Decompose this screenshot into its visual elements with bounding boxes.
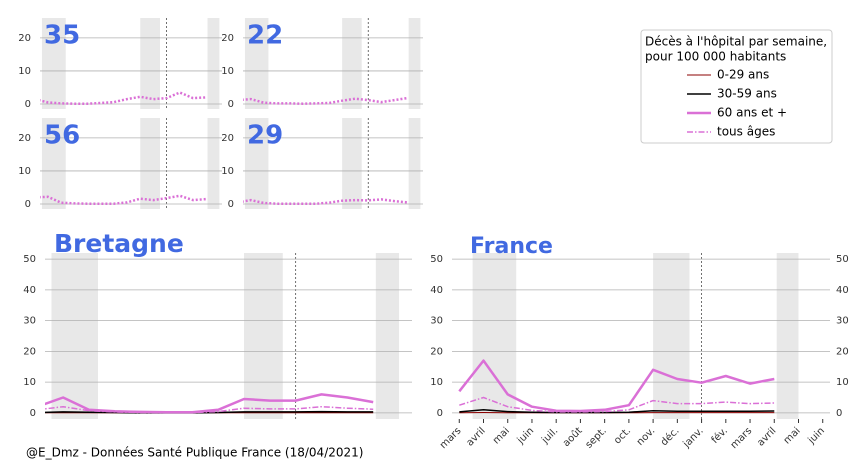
y-tick-label: 10 xyxy=(221,66,234,77)
y-tick-label: 10 xyxy=(18,166,31,177)
y-tick-label: 20 xyxy=(18,33,31,44)
lockdown-shade xyxy=(375,253,400,419)
panel-title: 35 xyxy=(44,21,80,51)
y-tick-label: 20 xyxy=(836,346,849,357)
x-tick-label: déc. xyxy=(658,425,681,448)
data-line xyxy=(45,405,374,414)
x-tick-label: oct. xyxy=(612,425,633,446)
lockdown-shade xyxy=(140,18,161,109)
y-tick-label: 0 xyxy=(25,99,31,110)
y-tick-label: 0 xyxy=(228,99,234,110)
lockdown-shade xyxy=(472,253,517,419)
y-tick-label: 30 xyxy=(430,316,443,327)
legend-label: 60 ans et + xyxy=(717,106,787,120)
x-tick-label: janv. xyxy=(681,425,706,450)
data-line xyxy=(459,396,775,413)
x-tick-label: juin xyxy=(806,425,827,446)
panel-title: 29 xyxy=(247,121,283,151)
lockdown-shade xyxy=(408,18,421,109)
y-tick-label: 10 xyxy=(836,377,849,388)
x-tick-label: nov. xyxy=(635,425,657,447)
y-tick-label: 20 xyxy=(23,346,36,357)
legend-title: pour 100 000 habitants xyxy=(645,50,786,64)
x-tick-label: juin xyxy=(515,425,536,446)
lockdown-shade xyxy=(207,18,220,109)
legend-label: tous âges xyxy=(717,125,775,139)
y-tick-label: 40 xyxy=(430,285,443,296)
data-line xyxy=(243,96,408,105)
y-tick-label: 10 xyxy=(430,377,443,388)
y-tick-label: 0 xyxy=(30,408,36,419)
legend-title: Décès à l'hôpital par semaine, xyxy=(645,35,827,49)
x-tick-label: avril xyxy=(465,425,488,448)
data-line xyxy=(243,198,408,205)
x-tick-label: juil. xyxy=(539,425,560,446)
y-tick-label: 0 xyxy=(836,408,842,419)
legend-box xyxy=(640,29,833,144)
panel-title: France xyxy=(470,234,553,259)
lockdown-shade xyxy=(244,253,283,419)
x-tick-label: fév. xyxy=(709,425,730,446)
lockdown-shade xyxy=(51,253,98,419)
y-tick-label: 50 xyxy=(430,254,443,265)
y-tick-label: 0 xyxy=(437,408,443,419)
panel-title: 22 xyxy=(247,21,283,51)
panel-title: 56 xyxy=(44,121,80,151)
footer: @E_Dmz - Données Santé Publique France (… xyxy=(26,446,363,460)
y-tick-label: 0 xyxy=(228,199,234,210)
lockdown-shade xyxy=(140,118,161,209)
legend-label: 30-59 ans xyxy=(717,87,777,101)
y-tick-label: 20 xyxy=(430,346,443,357)
x-tick-label: avril xyxy=(755,425,778,448)
data-line xyxy=(45,393,374,414)
x-tick-label: mai xyxy=(782,425,803,446)
y-tick-label: 50 xyxy=(23,254,36,265)
panel-title: Bretagne xyxy=(54,229,184,258)
legend-label: 0-29 ans xyxy=(717,68,769,82)
data-line xyxy=(45,410,374,414)
y-tick-label: 40 xyxy=(836,285,849,296)
lockdown-shade xyxy=(653,253,690,419)
y-tick-label: 20 xyxy=(221,33,234,44)
y-tick-label: 50 xyxy=(836,254,849,265)
y-tick-label: 10 xyxy=(23,377,36,388)
data-line xyxy=(459,409,775,414)
data-line xyxy=(458,359,775,413)
y-tick-label: 0 xyxy=(25,199,31,210)
lockdown-shade xyxy=(41,18,66,109)
y-tick-label: 20 xyxy=(18,133,31,144)
y-tick-label: 10 xyxy=(221,166,234,177)
lockdown-shade xyxy=(408,118,421,209)
lockdown-shade xyxy=(244,118,269,209)
data-line xyxy=(40,194,207,205)
lockdown-shade xyxy=(207,118,220,209)
y-tick-label: 30 xyxy=(23,316,36,327)
lockdown-shade xyxy=(776,253,799,419)
y-tick-label: 40 xyxy=(23,285,36,296)
x-tick-label: août xyxy=(560,425,584,449)
data-line xyxy=(40,91,207,105)
x-tick-label: mai xyxy=(491,425,512,446)
x-tick-label: mars xyxy=(729,425,755,451)
lockdown-shade xyxy=(244,18,269,109)
lockdown-shade xyxy=(41,118,66,209)
lockdown-shade xyxy=(342,118,362,209)
x-tick-label: sept. xyxy=(584,425,609,450)
y-tick-label: 30 xyxy=(836,316,849,327)
x-tick-label: mars xyxy=(438,425,464,451)
y-tick-label: 20 xyxy=(221,133,234,144)
y-tick-label: 10 xyxy=(18,66,31,77)
lockdown-shade xyxy=(342,18,362,109)
